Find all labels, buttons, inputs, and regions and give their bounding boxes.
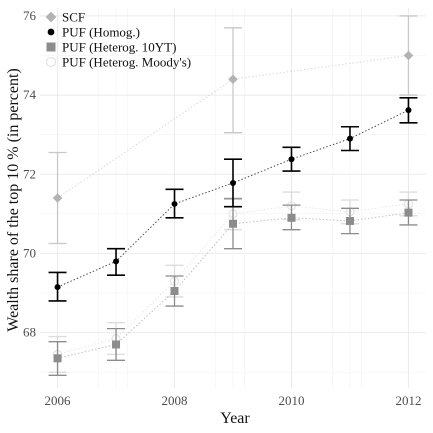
data-point [170,287,179,296]
y-tick-label: 68 [23,325,36,340]
legend-marker [45,11,57,23]
series-line [57,55,409,199]
y-tick-label: 72 [23,166,36,181]
data-point [228,74,238,85]
data-point [288,156,295,163]
data-point [404,208,413,217]
data-point [230,179,236,186]
y-tick-label: 70 [23,245,36,260]
data-point [403,50,414,61]
x-tick-label: 2006 [45,393,72,408]
legend-marker [46,42,56,52]
y-tick-label: 76 [23,8,37,23]
data-point [346,135,353,142]
y-tick-label: 74 [23,87,37,102]
series-1 [48,97,418,302]
legend-marker [47,28,55,36]
data-point [287,213,296,222]
x-tick-label: 2008 [162,393,188,408]
legend-label: PUF (Heterog. Moody's) [62,55,191,70]
series-2 [48,198,418,376]
data-point [345,216,354,225]
legend-label: PUF (Homog.) [62,25,140,40]
series-layer [48,15,418,376]
legend-label: SCF [62,10,85,25]
data-point [54,284,61,291]
data-point [112,340,121,349]
data-point [171,200,178,207]
data-point [405,107,412,114]
x-tick-label: 2010 [278,393,304,408]
y-axis-title: Wealth share of the top 10 % (in percent… [5,68,22,332]
x-tick-label: 2012 [395,393,421,408]
legend-label: PUF (Heterog. 10YT) [62,40,176,55]
tick-labels: 2006 2008 2010 2012 68 70 72 74 76 [23,8,421,408]
data-point [113,258,120,265]
data-point [229,219,237,228]
series-0 [48,15,418,245]
data-point [52,193,63,203]
legend-marker [45,56,57,68]
x-axis-title: Year [220,410,250,427]
data-point [53,354,62,363]
